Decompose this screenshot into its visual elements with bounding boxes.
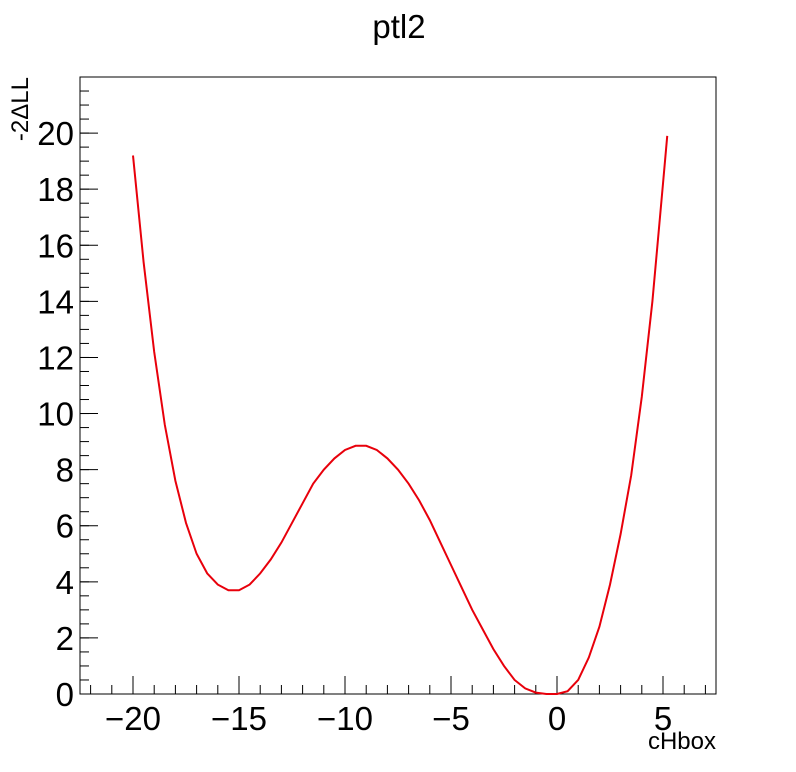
y-axis-title: -2ΔLL <box>7 77 34 141</box>
y-tick-label: 12 <box>37 339 74 376</box>
x-tick-label: 0 <box>548 700 566 737</box>
x-tick-label: −5 <box>432 700 470 737</box>
x-tick-labels: −20 −15 −10 −5 0 5 <box>105 700 672 737</box>
x-tick-label: −10 <box>317 700 373 737</box>
plot-frame <box>79 76 717 695</box>
x-tick-label: −15 <box>211 700 267 737</box>
y-tick-labels: 0 2 4 6 8 10 12 14 16 18 20 <box>37 115 74 713</box>
y-tick-label: 14 <box>37 283 74 320</box>
y-tick-label: 18 <box>37 171 74 208</box>
major-ticks <box>80 132 664 695</box>
x-tick-label: −20 <box>105 700 161 737</box>
minor-ticks <box>80 76 706 695</box>
y-tick-label: 4 <box>56 564 74 601</box>
y-tick-label: 16 <box>37 227 74 264</box>
y-tick-label: 0 <box>56 676 74 713</box>
x-axis-title: cHbox <box>648 728 716 755</box>
y-tick-label: 8 <box>56 452 74 489</box>
x-tick-label: 5 <box>654 700 672 737</box>
y-tick-label: 6 <box>56 508 74 545</box>
y-tick-label: 2 <box>56 620 74 657</box>
y-tick-label: 10 <box>37 396 74 433</box>
y-tick-label: 20 <box>37 115 74 152</box>
series-line <box>132 135 669 695</box>
chart-title: ptl2 <box>372 8 425 45</box>
